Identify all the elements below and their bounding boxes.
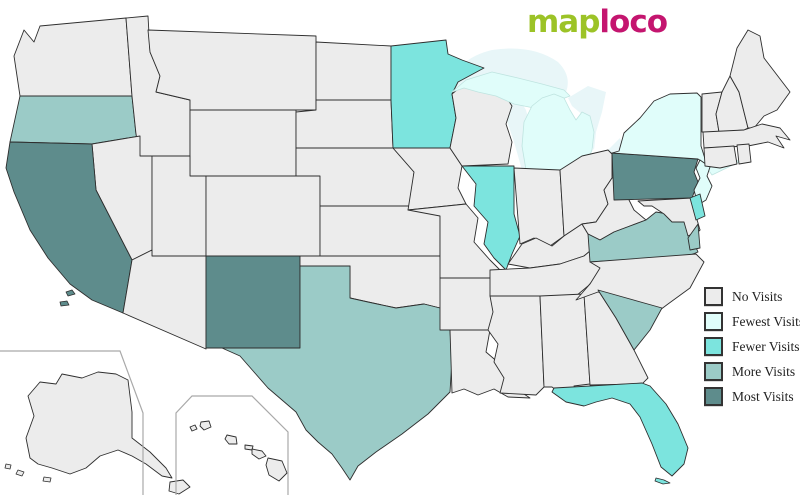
legend-item-more-visits: More Visits — [704, 359, 800, 384]
legend-swatch-most-visits — [704, 387, 723, 406]
state-rhode-island — [736, 143, 752, 165]
state-washington — [13, 17, 133, 97]
legend-label: No Visits — [732, 288, 783, 304]
legend-label: Most Visits — [732, 388, 794, 404]
state-pennsylvania — [611, 152, 699, 201]
maploco-logo-map-text: map — [527, 4, 600, 40]
state-alaska — [25, 371, 173, 479]
state-indiana — [513, 167, 565, 247]
state-illinois — [461, 165, 521, 271]
state-north-dakota — [315, 41, 392, 101]
state-missouri — [407, 203, 503, 279]
legend-item-no-visits: No Visits — [704, 284, 800, 309]
legend-item-most-visits: Most Visits — [704, 384, 800, 409]
state-south-carolina — [597, 289, 663, 351]
hawaii-island-niihau — [189, 424, 198, 432]
legend-swatch-no-visits — [704, 287, 723, 306]
state-hawaii — [168, 420, 288, 495]
florida-keys — [654, 477, 671, 485]
channel-islands — [59, 289, 76, 307]
lake-superior-shape — [446, 48, 568, 92]
state-delaware — [689, 193, 706, 221]
aleutian-islands — [4, 463, 52, 483]
state-kansas — [319, 205, 441, 257]
legend-swatch-fewer-visits — [704, 337, 723, 356]
state-arizona — [122, 249, 207, 350]
legend-label: Fewest Visits — [732, 313, 800, 329]
hawaii-island-oahu — [224, 434, 238, 445]
legend-swatch-fewest-visits — [704, 312, 723, 331]
legend-item-fewer-visits: Fewer Visits — [704, 334, 800, 359]
state-minnesota — [390, 39, 485, 149]
state-new-mexico — [205, 255, 301, 349]
state-maine — [729, 29, 791, 129]
hawaii-inset-box — [175, 395, 289, 495]
state-texas — [221, 265, 453, 481]
hawaii-island-southwest — [168, 479, 191, 495]
legend-label: Fewer Visits — [732, 338, 800, 354]
state-new-york — [611, 92, 711, 168]
state-connecticut — [703, 145, 738, 169]
legend-item-fewest-visits: Fewest Visits — [704, 309, 800, 334]
legend-swatch-more-visits — [704, 362, 723, 381]
state-colorado — [205, 175, 321, 257]
virginia-eastern-shore — [687, 223, 701, 251]
state-alabama — [539, 293, 591, 396]
state-california — [5, 141, 133, 314]
map-legend: No Visits Fewest Visits Fewer Visits Mor… — [704, 284, 800, 409]
hawaii-island-kauai — [199, 420, 212, 431]
legend-label: More Visits — [732, 363, 796, 379]
maploco-logo[interactable]: maploco — [527, 2, 668, 42]
hawaii-island-maui — [251, 448, 267, 460]
maploco-logo-loco-text: loco — [599, 4, 668, 40]
alaska-inset-box — [0, 350, 144, 495]
state-wyoming — [189, 109, 297, 177]
state-oregon — [9, 95, 141, 145]
states — [4, 15, 791, 495]
hawaii-island-big-island — [265, 457, 288, 482]
state-florida — [551, 382, 689, 477]
